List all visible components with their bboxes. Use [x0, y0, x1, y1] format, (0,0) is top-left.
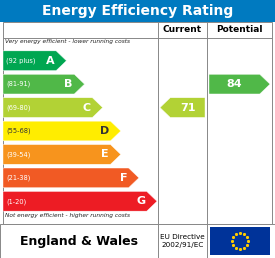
Text: (55-68): (55-68): [6, 128, 31, 134]
Bar: [3, 22, 272, 224]
Text: Very energy efficient - lower running costs: Very energy efficient - lower running co…: [5, 39, 130, 44]
Polygon shape: [3, 191, 157, 211]
Polygon shape: [3, 168, 139, 188]
Text: F: F: [120, 173, 127, 183]
Bar: [210, 227, 270, 255]
Text: B: B: [64, 79, 73, 89]
Text: (39-54): (39-54): [6, 151, 30, 158]
Text: Energy Efficiency Rating: Energy Efficiency Rating: [42, 4, 233, 18]
Bar: [0, 224, 275, 258]
Text: Potential: Potential: [216, 26, 263, 35]
Bar: [0, 0, 275, 22]
Polygon shape: [3, 74, 84, 94]
Polygon shape: [3, 51, 66, 70]
Text: Not energy efficient - higher running costs: Not energy efficient - higher running co…: [5, 214, 130, 219]
Text: (1-20): (1-20): [6, 198, 26, 205]
Text: England & Wales: England & Wales: [20, 235, 138, 247]
Text: (92 plus): (92 plus): [6, 58, 35, 64]
Text: 84: 84: [227, 79, 242, 89]
Polygon shape: [160, 98, 205, 117]
Text: D: D: [100, 126, 109, 136]
Text: Current: Current: [163, 26, 202, 35]
Text: G: G: [136, 196, 145, 206]
Text: A: A: [46, 56, 55, 66]
Text: (69-80): (69-80): [6, 104, 31, 111]
Text: (81-91): (81-91): [6, 81, 30, 87]
Polygon shape: [209, 74, 270, 94]
Polygon shape: [3, 98, 103, 117]
Polygon shape: [3, 121, 121, 141]
Polygon shape: [3, 144, 121, 164]
Text: (21-38): (21-38): [6, 175, 30, 181]
Text: E: E: [101, 149, 109, 159]
Text: 71: 71: [180, 103, 195, 112]
Text: EU Directive
2002/91/EC: EU Directive 2002/91/EC: [160, 234, 205, 248]
Text: C: C: [83, 103, 91, 112]
